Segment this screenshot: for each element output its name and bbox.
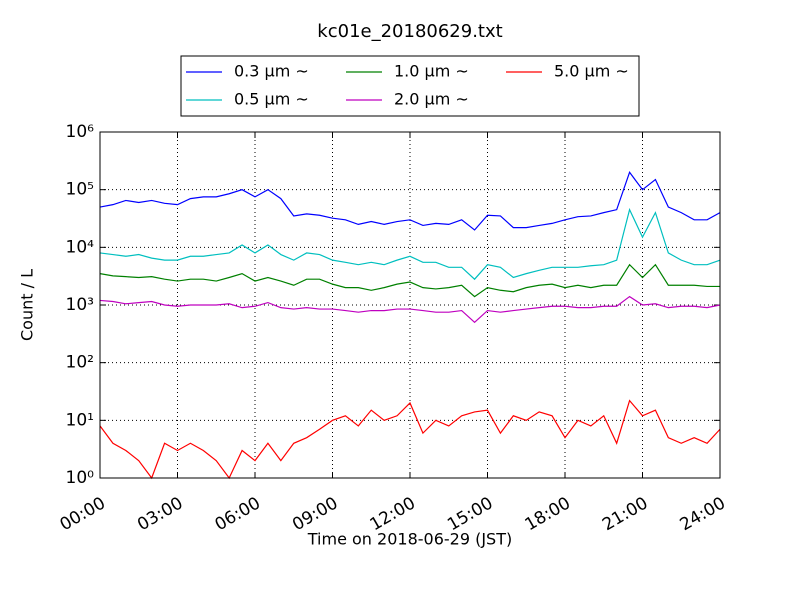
y-tick-label: 10¹	[66, 410, 94, 430]
series-line	[99, 171, 721, 231]
x-tick-label: 00:00	[57, 493, 109, 535]
y-tick-label: 10⁶	[66, 122, 95, 142]
legend-label: 2.0 μm ~	[394, 90, 469, 109]
legend-label: 5.0 μm ~	[554, 62, 629, 81]
series-line	[99, 207, 721, 281]
chart-title: kc01e_20180629.txt	[317, 21, 502, 42]
legend-box	[180, 55, 640, 117]
legend-label: 0.3 μm ~	[234, 62, 309, 81]
y-tick-label: 10⁵	[66, 180, 94, 200]
x-axis-label: Time on 2018-06-29 (JST)	[307, 530, 512, 549]
x-tick-label: 03:00	[134, 493, 186, 535]
series-line	[99, 295, 721, 324]
x-tick-label: 21:00	[599, 493, 651, 535]
legend-label: 0.5 μm ~	[234, 90, 309, 109]
legend-label: 1.0 μm ~	[394, 62, 469, 81]
y-axis-label: Count / L	[18, 269, 37, 341]
series-line	[99, 399, 721, 480]
x-tick-label: 06:00	[212, 493, 264, 535]
x-tick-label: 24:00	[677, 493, 729, 535]
series-line	[99, 263, 720, 298]
plot-frame	[99, 131, 721, 479]
y-tick-label: 10⁴	[66, 237, 95, 257]
y-tick-label: 10³	[66, 295, 94, 315]
x-tick-label: 18:00	[522, 493, 574, 535]
y-tick-label: 10⁰	[66, 468, 95, 488]
y-tick-label: 10²	[66, 353, 94, 373]
